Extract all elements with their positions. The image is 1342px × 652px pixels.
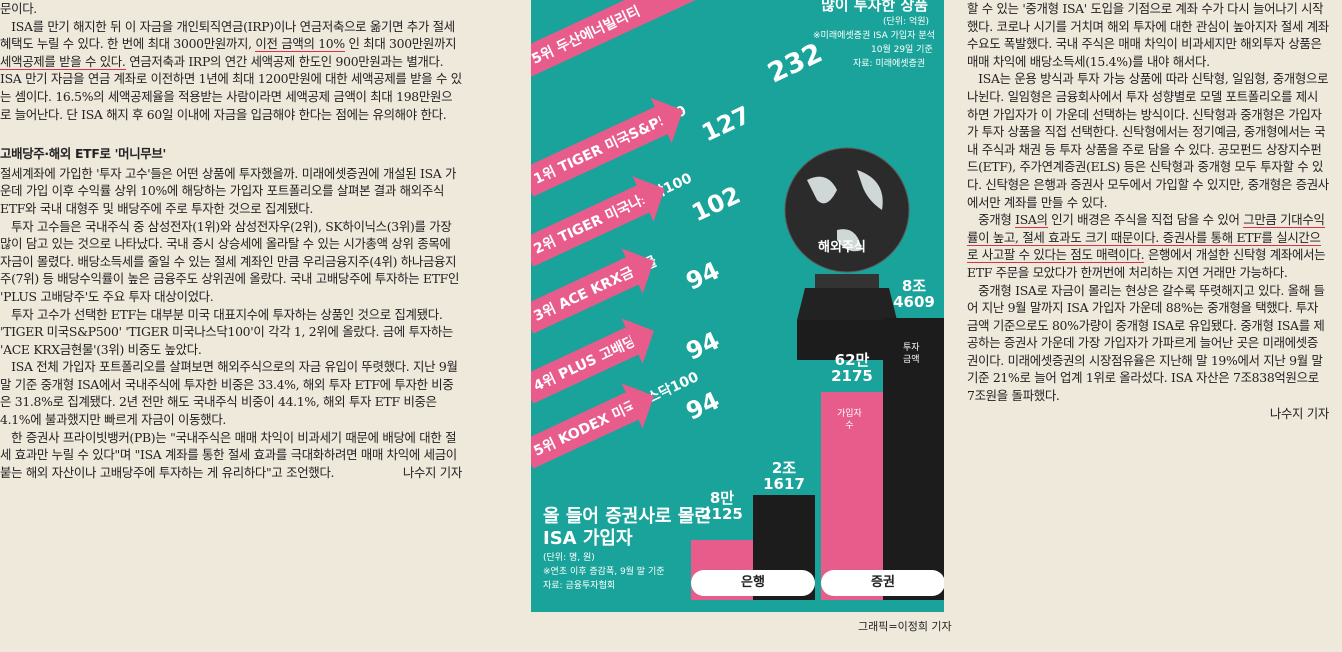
section-heading: 고배당주·해외 ETF로 '머니무브' <box>0 146 166 162</box>
bank-subscribers-value: 8만 2125 <box>701 489 743 523</box>
paragraph: 투자 고수가 선택한 ETF는 대부분 미국 대표지수에 투자하는 상품인 것으… <box>0 306 454 357</box>
etf-arrow-5: 5위 KODEX 미국나스닥100 <box>531 369 701 469</box>
paragraph: 중개형 ISA의 인기 배경은 주식을 직접 담을 수 있어 그만큼 기대수익률… <box>967 212 1326 280</box>
sub-label: 가입자 수 <box>837 409 862 431</box>
sec-subscribers-value: 62만 2175 <box>831 351 873 385</box>
paragraph: 한 증권사 프라이빗뱅커(PB)는 "국내주식은 매매 차익이 비과세기 때문에… <box>0 429 462 480</box>
byline: 나수지 기자 <box>402 464 462 480</box>
sec-amount-value: 8조 4609 <box>893 277 935 311</box>
paragraph: ISA는 운용 방식과 투자 가능 상품에 따라 신탁형, 일임형, 중개형으로… <box>967 71 1329 210</box>
sec-label: 증권 <box>821 570 944 596</box>
paragraph: 중개형 ISA로 자금이 몰리는 현상은 갈수록 뚜렷해지고 있다. 올해 들어… <box>967 282 1325 404</box>
arrow-label: 5위 두산에너빌리티 <box>531 3 643 68</box>
note: ※미래에셋증권 ISA 가입자 분석 <box>813 31 935 41</box>
graphic-top-title: 많이 투자한 상품 <box>821 0 929 14</box>
note: ※연초 이후 증감폭, 9월 말 기준 <box>543 567 665 577</box>
paragraph: 문이다. <box>0 1 37 16</box>
etf-value-3: 94 <box>681 256 724 296</box>
domestic-value: 232 <box>763 37 828 90</box>
unit-label: (단위: 억원) <box>883 17 930 27</box>
bottom-title-2: ISA 가입자 <box>543 528 633 549</box>
bottom-title-1: 올 들어 증권사로 몰린 <box>543 506 711 527</box>
paragraph: 절세계좌에 가입한 '투자 고수'들은 어떤 상품에 투자했을까. 미래에셋증권… <box>0 165 457 216</box>
sec-amount-bar <box>883 318 944 600</box>
paragraph: ISA를 만기 해지한 뒤 이 자금을 개인퇴직연금(IRP)이나 연금저축으로… <box>0 18 462 122</box>
underlined-text: ISA의 <box>1015 212 1048 229</box>
bank-amount-value: 2조 1617 <box>763 459 805 493</box>
etf-value-4: 94 <box>681 326 724 366</box>
underlined-text: 그만큼 기대수익률이 높고, 절세 효과도 크기 때문이다. 증권사를 통해 E… <box>967 212 1325 264</box>
etf-value-1: 127 <box>697 100 755 148</box>
unit-label: (단위: 명, 원) <box>543 553 595 563</box>
source: 자료: 금융투자협회 <box>543 581 616 591</box>
globe-label: 해외주식 <box>818 240 866 255</box>
amt-label: 투자 금액 <box>903 343 920 365</box>
article-left-column: 문이다. ISA를 만기 해지한 뒤 이 자금을 개인퇴직연금(IRP)이나 연… <box>0 0 462 481</box>
byline: 나수지 기자 <box>1269 405 1329 421</box>
paragraph: ISA 전체 가입자 포트폴리오를 살펴보면 해외주식으로의 자금 유입이 뚜렷… <box>0 359 458 428</box>
date: 10월 29일 기준 <box>871 45 933 55</box>
etf-value-2: 102 <box>687 180 745 228</box>
underlined-text: 이전 금액의 10% <box>255 36 345 53</box>
paragraph: 투자 고수들은 국내주식 중 삼성전자(1위)와 삼성전자우(2위), SK하이… <box>0 218 460 304</box>
underlined-text: 세액공제를 받을 수 있다. <box>0 53 126 70</box>
paragraph: 할 수 있는 '중개형 ISA' 도입을 기점으로 계좌 수가 다시 늘어나기 … <box>967 1 1329 69</box>
graphic-credit: 그래픽=이정희 기자 <box>858 620 952 633</box>
globe-icon <box>784 147 910 360</box>
sec-subscribers-bar <box>821 392 883 600</box>
infographic: 많이 투자한 상품 (단위: 억원) ※미래에셋증권 ISA 가입자 분석 10… <box>531 0 944 612</box>
domestic-rank-arrow: 5위 두산에너빌리티 <box>531 0 736 77</box>
etf-value-5: 94 <box>681 386 724 426</box>
article-right-column: 할 수 있는 '중개형 ISA' 도입을 기점으로 계좌 수가 다시 늘어나기 … <box>967 0 1329 422</box>
source: 자료: 미래에셋증권 <box>853 59 926 69</box>
bank-label: 은행 <box>691 570 815 596</box>
